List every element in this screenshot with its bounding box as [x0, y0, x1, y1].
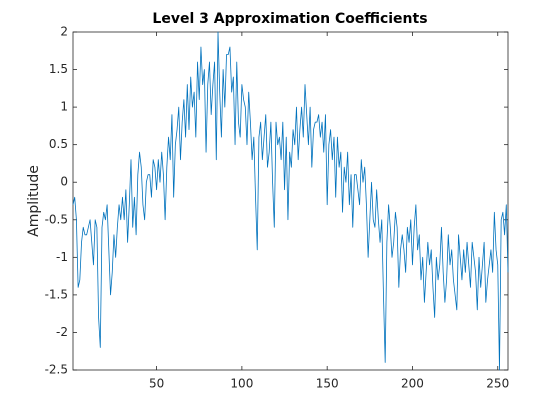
- chart-title: Level 3 Approximation Coefficients: [152, 11, 427, 27]
- x-tick-label: 50: [149, 377, 164, 391]
- x-tick-label: 100: [230, 377, 253, 391]
- y-tick-label: 1: [60, 100, 68, 114]
- y-tick-label: -1.5: [45, 287, 68, 301]
- plot-area: [72, 31, 509, 371]
- y-tick-label: -0.5: [45, 212, 68, 226]
- data-line: [72, 31, 509, 371]
- y-tick-label: -2: [56, 325, 68, 339]
- y-tick-label: 0: [60, 175, 68, 189]
- x-tick-label: 150: [316, 377, 339, 391]
- x-tick-label: 250: [486, 377, 509, 391]
- y-tick-label: -2.5: [45, 363, 68, 377]
- y-tick-label: 1.5: [49, 62, 68, 76]
- y-tick-label: -1: [56, 250, 68, 264]
- y-axis-label: Amplitude: [26, 165, 42, 237]
- y-tick-label: 0.5: [49, 137, 68, 151]
- y-tick-label: 2: [60, 25, 68, 39]
- x-tick-label: 200: [401, 377, 424, 391]
